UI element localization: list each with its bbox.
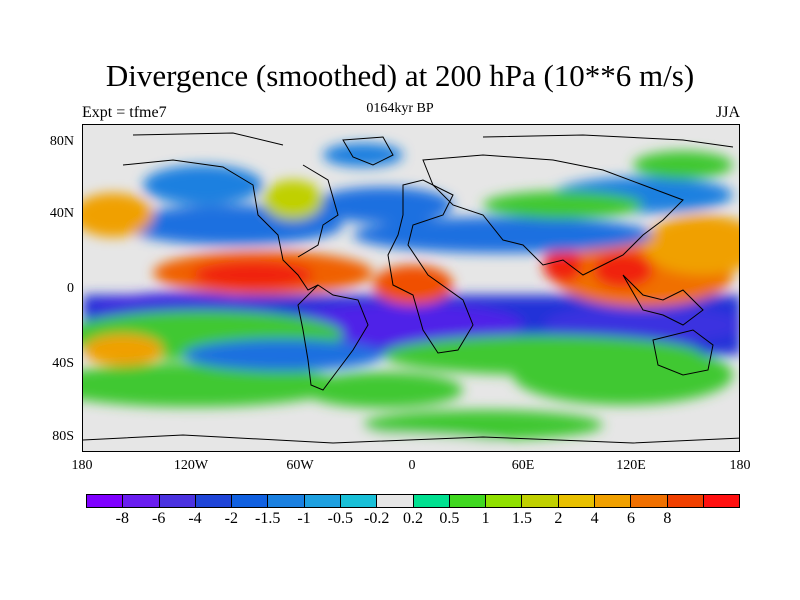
colorbar-label: -0.5 <box>327 510 353 527</box>
colorbar-label: 1 <box>481 510 490 527</box>
colorbar-swatch <box>703 495 740 507</box>
colorbar-label: -1 <box>297 510 311 527</box>
xtick-180e: 180 <box>729 458 751 473</box>
colorbar-swatch <box>558 495 595 507</box>
colorbar-label: 0.2 <box>403 510 423 527</box>
colorbar-label: 4 <box>590 510 599 527</box>
subtitle: 0164kyr BP <box>366 101 434 116</box>
colorbar-swatch <box>87 495 124 507</box>
colorbar-swatch <box>159 495 196 507</box>
colorbar-label: 0.5 <box>439 510 460 527</box>
xtick-120w: 120W <box>173 458 209 473</box>
xtick-120e: 120E <box>616 458 646 473</box>
colorbar-swatch <box>486 495 523 507</box>
colorbar-label: -0.2 <box>363 510 390 527</box>
colorbar-swatch <box>268 495 305 507</box>
colorbar-swatch <box>123 495 160 507</box>
xtick-0: 0 <box>408 458 416 473</box>
ytick-40s: 40S <box>52 356 74 371</box>
colorbar-label: -8 <box>115 510 129 527</box>
colorbar-label: 1.5 <box>512 510 532 527</box>
colorbar-swatch <box>340 495 378 507</box>
colorbar-label: -1.5 <box>254 510 281 527</box>
colorbar-label: 6 <box>627 510 635 527</box>
xtick-60e: 60E <box>511 458 535 473</box>
colorbar-label: -6 <box>151 510 166 527</box>
colorbar-swatch <box>232 495 269 507</box>
xtick-180w: 180 <box>71 458 93 473</box>
colorbar-label: 8 <box>663 510 672 527</box>
colorbar <box>86 494 740 508</box>
colorbar-swatch <box>377 495 414 507</box>
colorbar-swatch <box>631 495 668 507</box>
map-svg <box>83 125 739 451</box>
season-label: JJA <box>715 104 740 121</box>
experiment-label: Expt = tfme7 <box>82 104 167 121</box>
colorbar-swatch <box>667 495 704 507</box>
colorbar-swatch <box>304 495 341 507</box>
colorbar-label: -4 <box>188 510 202 527</box>
xtick-60w: 60W <box>286 458 314 473</box>
colorbar-swatch <box>413 495 450 507</box>
colorbar-swatch <box>594 495 632 507</box>
colorbar-label: 2 <box>554 510 563 527</box>
ytick-0: 0 <box>67 281 74 296</box>
colorbar-swatch <box>449 495 487 507</box>
colorbar-swatch <box>522 495 559 507</box>
ytick-40n: 40N <box>49 206 74 221</box>
colorbar-label: -2 <box>224 510 238 527</box>
divergence-map <box>82 124 740 452</box>
ytick-80n: 80N <box>49 134 74 149</box>
page-title: Divergence (smoothed) at 200 hPa (10**6 … <box>105 58 695 93</box>
colorbar-swatch <box>195 495 233 507</box>
ytick-80s: 80S <box>52 429 74 444</box>
